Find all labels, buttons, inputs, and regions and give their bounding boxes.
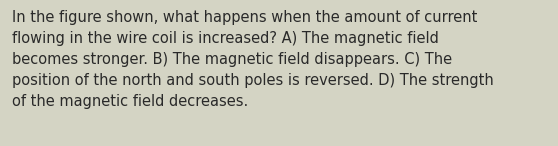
Text: In the figure shown, what happens when the amount of current
flowing in the wire: In the figure shown, what happens when t… [12,10,494,109]
